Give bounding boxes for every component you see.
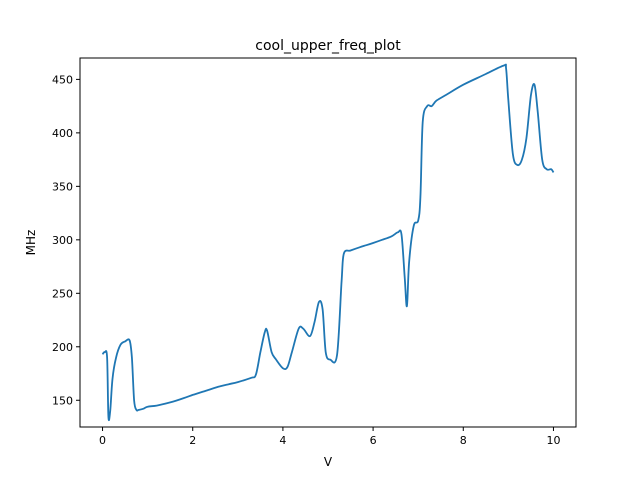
plot-frame (79, 57, 577, 428)
x-tick-label: 6 (370, 434, 377, 447)
axes-ticks: 0 2 4 6 8 10 150 200 250 300 350 400 450 (52, 73, 560, 447)
x-tick-label: 2 (189, 434, 196, 447)
y-axis-label: MHz (24, 230, 38, 256)
y-tick-label: 350 (52, 180, 73, 193)
y-tick-label: 150 (52, 394, 73, 407)
x-tick-label: 10 (546, 434, 560, 447)
x-axis-label: V (324, 455, 333, 469)
y-tick-label: 250 (52, 287, 73, 300)
x-tick-label: 0 (99, 434, 106, 447)
y-tick-label: 450 (52, 73, 73, 86)
x-tick-label: 8 (460, 434, 467, 447)
y-tick-label: 300 (52, 234, 73, 247)
series-layer (101, 63, 555, 422)
x-tick-label: 4 (279, 434, 286, 447)
y-tick-label: 200 (52, 341, 73, 354)
series-line (101, 63, 555, 422)
y-tick-label: 400 (52, 127, 73, 140)
chart-title: cool_upper_freq_plot (255, 38, 401, 54)
